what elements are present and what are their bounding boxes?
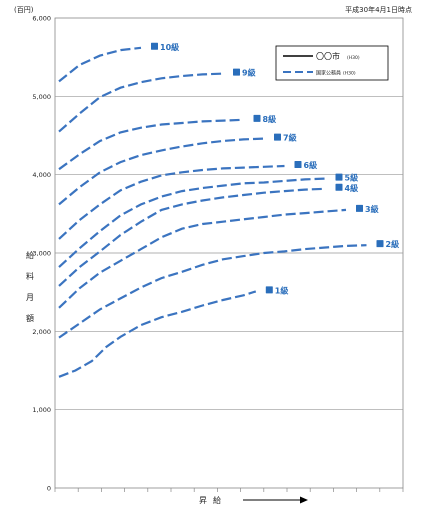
y-tick-label: 0 [47,485,51,493]
y-tick-label: 6,000 [32,15,51,23]
series-label: 2級 [386,239,400,249]
legend-note-0: (H30) [347,55,360,61]
series-badge [233,68,240,76]
y-tick-label: 3,000 [32,250,51,258]
legend-label-0: 〇〇市 [316,51,340,61]
series-label: 5級 [345,173,359,183]
series-line [58,187,326,287]
date-label: 平成30年4月1日時点 [345,5,412,14]
y-tick-label: 4,000 [32,171,51,179]
series-line [58,208,347,309]
series-badge [274,133,281,141]
series-label: 3級 [365,204,379,214]
series-badge [335,173,343,181]
series-line [58,177,326,268]
series-line [58,46,142,83]
series-badge [294,161,302,169]
y-axis-label: 給料月額 [26,250,34,323]
series-label: 9級 [242,68,256,78]
legend-label-1: 国家公務員 [316,70,341,77]
series-label: 8級 [263,114,277,124]
series-label: 7級 [283,133,297,143]
grid-lines [55,95,403,411]
series-badge [376,240,384,248]
x-axis-label-group: 昇給 [199,495,308,505]
series-label: 4級 [345,183,359,193]
series-label: 6級 [304,160,318,170]
series-line [58,290,257,378]
series-badge [253,114,261,122]
series-badge [151,42,158,50]
series-label: 10級 [160,42,179,52]
series-line [58,118,244,171]
series-badge [335,183,343,191]
legend-box [275,45,389,81]
series-badge [265,286,273,294]
x-axis-label: 昇給 [199,495,227,505]
plot-area: 0 1,000 2,000 3,000 4,000 5,000 6,000 1級 2級 3級 4級… [32,15,404,493]
y-tick-labels: 0 1,000 2,000 3,000 4,000 5,000 6,000 [32,15,51,493]
y-tick-label: 1,000 [32,406,51,414]
series-lines [58,46,367,378]
series-label: 1級 [275,285,289,295]
series-line [58,137,265,206]
series-line [58,72,224,133]
unit-label: (百円) [14,6,34,14]
x-axis-arrow-head [300,496,308,504]
series-badge [356,204,363,212]
series-line [58,244,367,339]
x-tick-marks [54,488,404,492]
legend-note-1: (H30) [343,71,356,77]
y-tick-label: 5,000 [32,93,51,101]
series-line [58,164,285,240]
y-tick-label: 2,000 [32,328,51,336]
legend: 〇〇市 (H30) 国家公務員 (H30) [275,45,389,81]
